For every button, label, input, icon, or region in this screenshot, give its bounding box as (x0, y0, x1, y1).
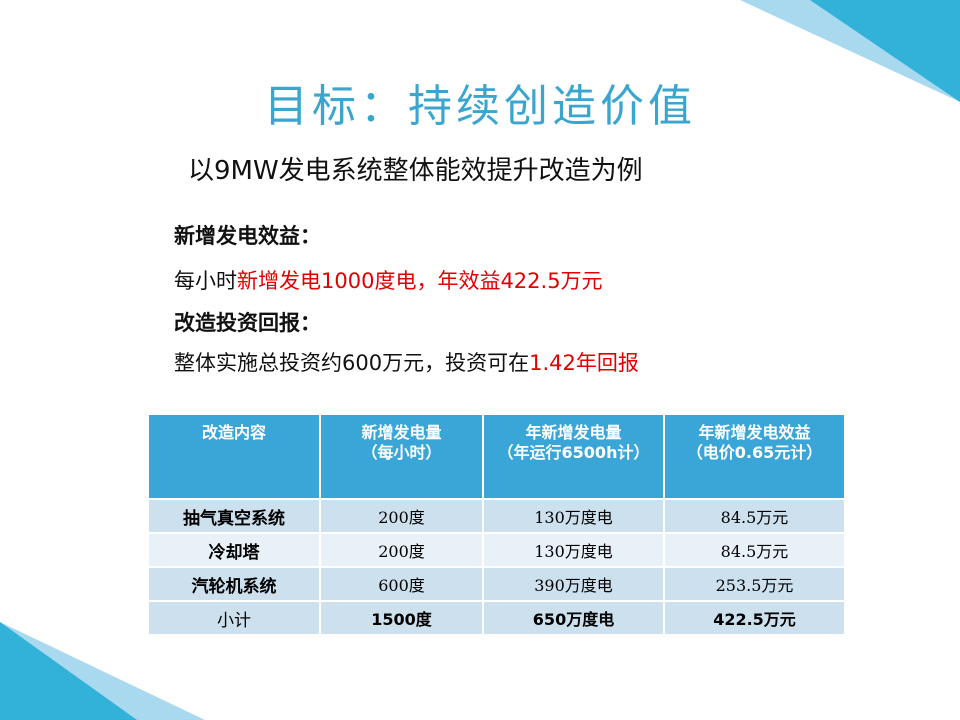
table-cell: 390万度电 (482, 566, 665, 602)
page-title: 目标：持续创造价值 (264, 81, 696, 132)
table-cell: 600度 (319, 566, 484, 602)
header-cell: 年新增发电量 （年运行6500h计） (482, 413, 665, 500)
table-cell: 84.5万元 (663, 532, 846, 568)
table-cell: 1500度 (319, 600, 484, 636)
table-row: 汽轮机系统 600度 390万度电 253.5万元 (147, 566, 846, 602)
table-cell: 抽气真空系统 (147, 498, 321, 534)
roi-highlight: 1.42年回报 (529, 351, 639, 375)
table-row: 抽气真空系统 200度 130万度电 84.5万元 (147, 498, 846, 534)
benefit-highlight: 新增发电1000度电，年效益422.5万元 (237, 269, 603, 293)
table-cell: 冷却塔 (147, 532, 321, 568)
benefit-text: 每小时新增发电1000度电，年效益422.5万元 (174, 265, 603, 295)
roi-prefix: 整体实施总投资约600万元，投资可在 (174, 351, 530, 375)
table-cell: 253.5万元 (663, 566, 846, 602)
roi-text: 整体实施总投资约600万元，投资可在1.42年回报 (174, 347, 639, 377)
section-heading-roi: 改造投资回报： (174, 311, 321, 335)
table-cell: 422.5万元 (663, 600, 846, 636)
table-header-row: 改造内容 新增发电量 （每小时） 年新增发电量 （年运行6500h计） 年新增发电效… (147, 413, 846, 500)
table-cell: 84.5万元 (663, 498, 846, 534)
table-cell: 汽轮机系统 (147, 566, 321, 602)
page-subtitle: 以9MW发电系统整体能效提升改造为例 (188, 156, 643, 186)
table-row: 冷却塔 200度 130万度电 84.5万元 (147, 532, 846, 568)
section-heading-benefit: 新增发电效益： (174, 224, 321, 248)
table-total-row: 小计 1500度 650万度电 422.5万元 (147, 600, 846, 636)
benefit-prefix: 每小时 (174, 269, 237, 293)
header-cell: 年新增发电效益 （电价0.65元计） (663, 413, 846, 500)
retrofit-table: 改造内容 新增发电量 （每小时） 年新增发电量 （年运行6500h计） 年新增发电效… (147, 413, 846, 636)
table-cell: 200度 (319, 498, 484, 534)
table-cell: 小计 (147, 600, 321, 636)
table-cell: 200度 (319, 532, 484, 568)
bottom-left-dark-triangle (0, 622, 137, 720)
header-cell: 改造内容 (147, 413, 321, 500)
top-right-dark-triangle (810, 0, 960, 102)
table-cell: 130万度电 (482, 498, 665, 534)
header-cell: 新增发电量 （每小时） (319, 413, 484, 500)
table-cell: 650万度电 (482, 600, 665, 636)
table-cell: 130万度电 (482, 532, 665, 568)
